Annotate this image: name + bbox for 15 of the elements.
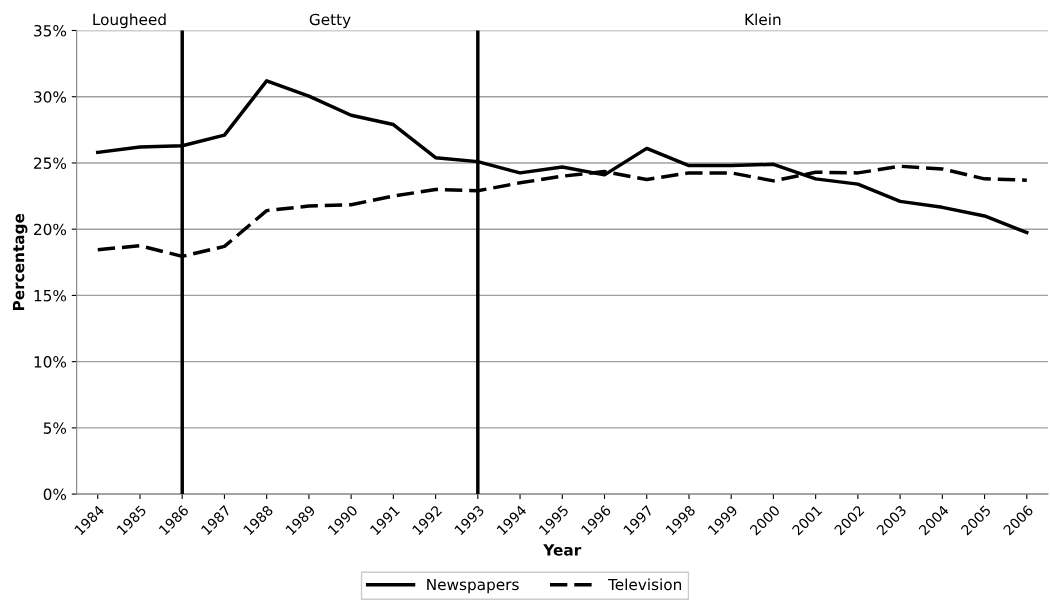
text: Lougheed bbox=[93, 13, 166, 29]
y-tick-label: 0% bbox=[43, 488, 67, 501]
text: Getty bbox=[309, 13, 351, 29]
y-tick-label: 25% bbox=[34, 157, 67, 169]
y-tick-label: 20% bbox=[34, 223, 67, 236]
y-tick-label: 15% bbox=[34, 289, 67, 302]
x-axis-title: Year bbox=[543, 544, 582, 556]
y-axis-title: Percentage bbox=[12, 213, 28, 311]
y-tick-label: 5% bbox=[43, 422, 67, 434]
legend-label: Television bbox=[607, 578, 682, 591]
y-tick-label: 35% bbox=[34, 24, 67, 37]
y-tick-label: 10% bbox=[34, 356, 67, 368]
y-tick-label: 30% bbox=[34, 91, 67, 103]
legend-label: Newspapers bbox=[427, 578, 519, 594]
text: Klein bbox=[745, 13, 781, 26]
